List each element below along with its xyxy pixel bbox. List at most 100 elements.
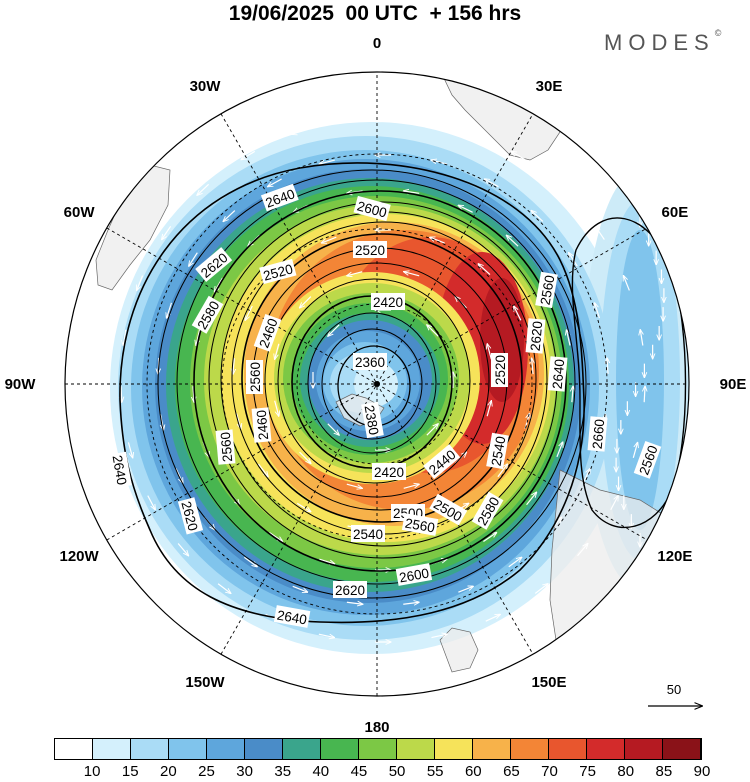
contour-label: 2620 xyxy=(333,581,367,598)
contour-label-box xyxy=(547,356,568,392)
colorbar-swatch xyxy=(435,739,473,759)
contour-label-text: 2660 xyxy=(590,418,608,449)
colorbar-swatch xyxy=(321,739,359,759)
brand-mark: © xyxy=(714,27,722,38)
contour-label-box xyxy=(253,313,282,352)
contour-label-box xyxy=(260,183,299,212)
longitude-label: 120E xyxy=(657,548,692,565)
longitude-label: 180 xyxy=(364,719,389,736)
contour-label-box xyxy=(195,247,233,283)
colorbar-label: 55 xyxy=(426,763,444,780)
wind-arrow xyxy=(506,235,519,247)
contour-label: 2460 xyxy=(251,407,272,443)
wind-arrow xyxy=(245,305,253,320)
wind-arrow xyxy=(582,469,590,484)
wind-arrow xyxy=(556,442,563,458)
contour-label: 2660 xyxy=(587,416,608,452)
wind-arrow xyxy=(595,303,601,319)
contour-label-text: 2560 xyxy=(537,274,557,306)
contour-label: 2560 xyxy=(401,513,439,536)
wind-arrow xyxy=(569,253,578,267)
wind-arrow xyxy=(296,502,311,511)
wind-arrow xyxy=(269,531,282,541)
colorbar-swatch xyxy=(283,739,321,759)
contour-label-text: 2620 xyxy=(335,583,365,598)
wind-arrow xyxy=(577,544,588,557)
contour-label-box xyxy=(333,581,367,598)
wind-arrow xyxy=(233,358,234,374)
wind-arrow xyxy=(430,237,445,244)
wind-arrow xyxy=(557,184,570,196)
wind-arrow xyxy=(487,344,492,360)
wind-arrow xyxy=(328,324,340,336)
contour-label-text: 2560 xyxy=(218,431,236,462)
wind-arrow xyxy=(127,442,132,457)
wind-arrow xyxy=(644,386,645,403)
brand-logo: MODES© xyxy=(604,27,722,56)
contour-label: 2540 xyxy=(486,432,509,470)
wind-arrow xyxy=(167,302,173,318)
wind-arrow xyxy=(595,226,605,240)
wind-arrow xyxy=(346,483,362,488)
contour-label-box xyxy=(401,513,439,536)
wind-arrow xyxy=(403,602,419,604)
contour-label: 2600 xyxy=(395,563,433,586)
wind-arrow xyxy=(327,423,339,435)
contour-label-text: 2420 xyxy=(373,295,403,310)
wind-arrow xyxy=(531,211,544,222)
contour-label-text: 2600 xyxy=(398,565,430,585)
wind-arrow xyxy=(189,252,198,267)
longitude-label: 120W xyxy=(59,548,99,565)
colorbar-label: 85 xyxy=(655,763,673,780)
longitude-labels: 0 30E 60E 90E 120E 150E 180 150W 120W 90W 60W 30W xyxy=(5,35,747,736)
colorbar-label: 60 xyxy=(464,763,482,780)
longitude-label: 30E xyxy=(536,78,563,95)
contour-label-box xyxy=(273,605,311,628)
wind-arrow xyxy=(427,325,439,337)
colorbar-swatch xyxy=(511,739,549,759)
wind-arrow xyxy=(458,586,473,593)
map-disk xyxy=(65,72,689,696)
colorbar-label: 30 xyxy=(236,763,253,780)
contour-label-box xyxy=(395,563,433,586)
contour-label-text: 2540 xyxy=(488,435,508,467)
contour-label-text: 2380 xyxy=(362,404,382,436)
wind-arrow xyxy=(347,271,363,276)
wind-arrow xyxy=(623,276,630,291)
contour-label-box xyxy=(587,416,608,452)
colorbar-swatch xyxy=(169,739,207,759)
colorbar xyxy=(54,738,702,760)
contour-label-box xyxy=(353,241,387,258)
colorbar-swatch xyxy=(473,739,511,759)
wind-arrow xyxy=(404,272,420,277)
contour-label-box xyxy=(109,451,132,489)
wind-arrow xyxy=(193,386,194,402)
contour-label: 2640 xyxy=(547,356,568,392)
new-zealand-land xyxy=(439,627,479,673)
contour-label-box xyxy=(471,491,504,530)
colorbar-label: 10 xyxy=(83,763,101,780)
wind-arrow xyxy=(486,401,491,417)
contour-label-box xyxy=(372,463,406,480)
contour-label-text: 2360 xyxy=(355,355,385,370)
contour-2580 xyxy=(193,190,567,572)
wind-arrow xyxy=(318,633,335,637)
south-america-land xyxy=(95,164,171,291)
contour-label: 2640 xyxy=(109,451,132,489)
wind-arrow xyxy=(532,358,533,375)
wind-arrow xyxy=(123,329,126,346)
contour-label: 2560 xyxy=(215,429,236,465)
longitude-label: 0 xyxy=(373,35,381,52)
colorbar-label: 80 xyxy=(617,763,635,780)
contour-label: 2380 xyxy=(361,401,384,439)
wind-arrow xyxy=(431,634,448,639)
colorbar-swatch xyxy=(587,739,625,759)
contour-label-box xyxy=(535,271,558,309)
wind-arrow xyxy=(508,557,522,568)
wind-arrow xyxy=(459,129,475,135)
wind-arrow xyxy=(610,496,618,511)
longitude-label: 150E xyxy=(531,674,566,691)
wind-arrow xyxy=(235,413,241,428)
wind-arrow xyxy=(299,451,311,463)
